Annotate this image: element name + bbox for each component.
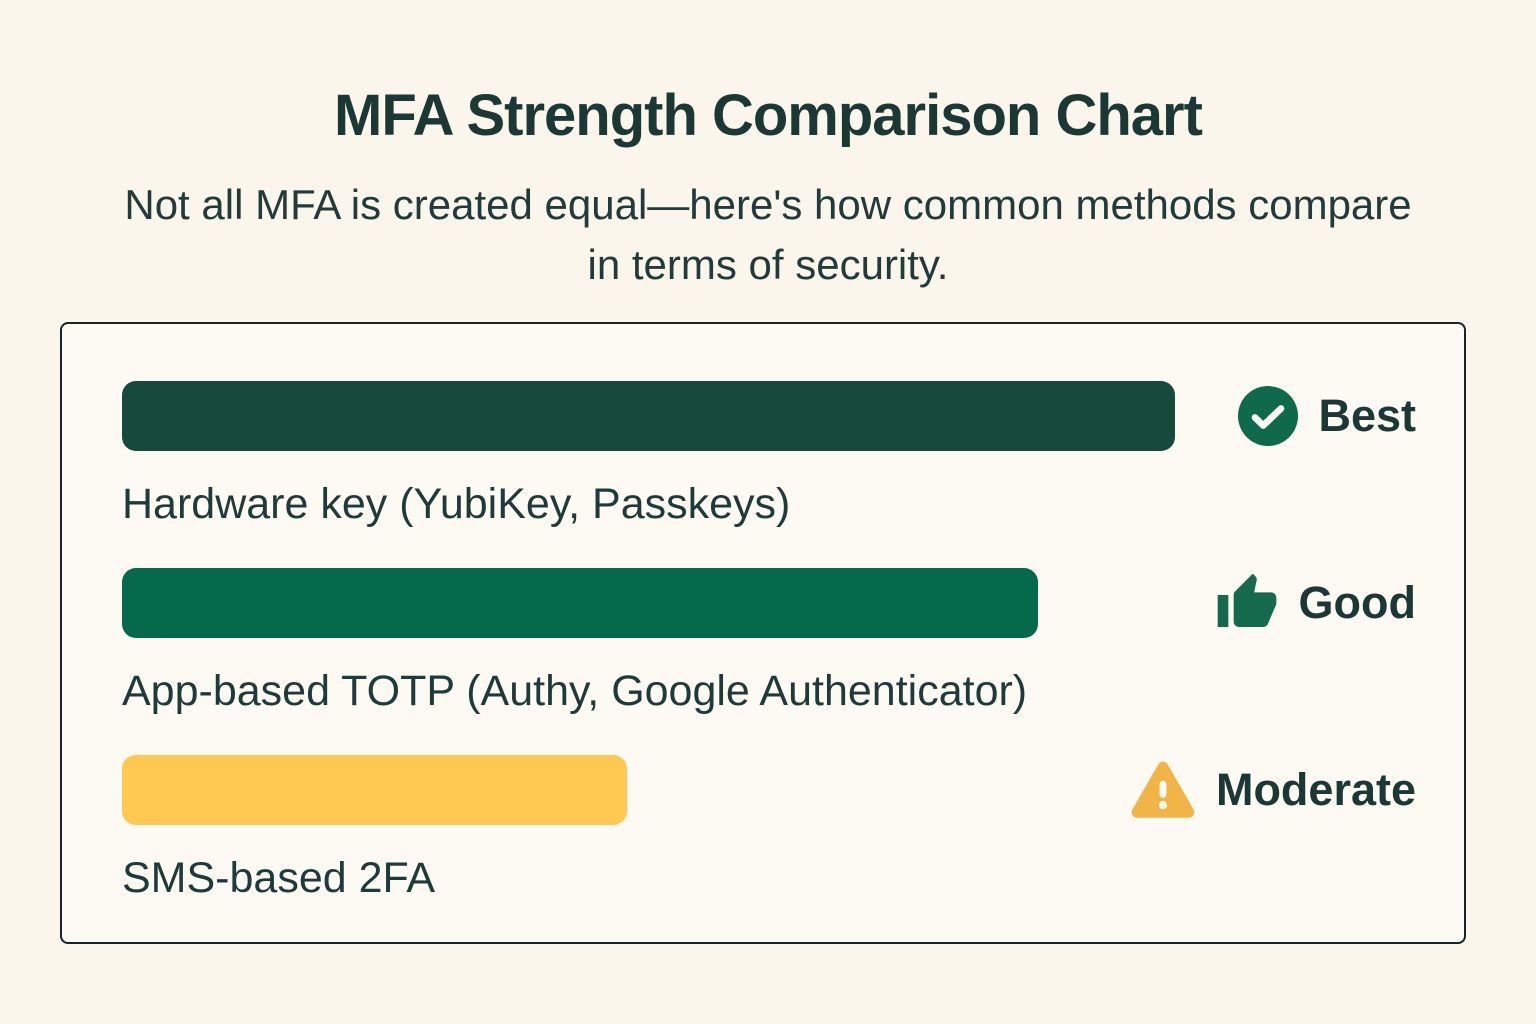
warning-triangle-icon — [1130, 758, 1196, 822]
strength-bar — [122, 568, 1038, 638]
method-row: Good App-based TOTP (Authy, Google Authe… — [122, 568, 1416, 717]
bar-row: Good — [122, 568, 1416, 638]
chart-header: MFA Strength Comparison Chart Not all MF… — [0, 82, 1536, 294]
rating-label: Moderate — [1215, 764, 1416, 815]
bar-row: Moderate — [122, 755, 1416, 825]
page-title: MFA Strength Comparison Chart — [334, 83, 1203, 148]
method-label: App-based TOTP (Authy, Google Authentica… — [122, 667, 1028, 715]
chart-panel: Best Hardware key (YubiKey, Passkeys) — [60, 322, 1466, 944]
thumbs-up-icon — [1215, 571, 1279, 635]
method-row: Best Hardware key (YubiKey, Passkeys) — [122, 381, 1416, 530]
method-row: Moderate SMS-based 2FA — [122, 755, 1416, 904]
rating-label: Best — [1318, 390, 1416, 441]
rating-badge: Good — [1215, 571, 1416, 635]
check-circle-icon — [1238, 386, 1299, 446]
rating-label: Good — [1298, 577, 1416, 628]
method-label: SMS-based 2FA — [122, 854, 436, 902]
strength-bar — [122, 381, 1175, 451]
bar-row: Best — [122, 381, 1416, 451]
rating-badge: Best — [1238, 386, 1416, 446]
page-subtitle: Not all MFA is created equal—here's how … — [124, 181, 1412, 288]
bars-container: Best Hardware key (YubiKey, Passkeys) — [122, 381, 1416, 904]
rating-badge: Moderate — [1130, 758, 1416, 822]
method-label: Hardware key (YubiKey, Passkeys) — [122, 480, 791, 528]
strength-bar — [122, 755, 627, 825]
